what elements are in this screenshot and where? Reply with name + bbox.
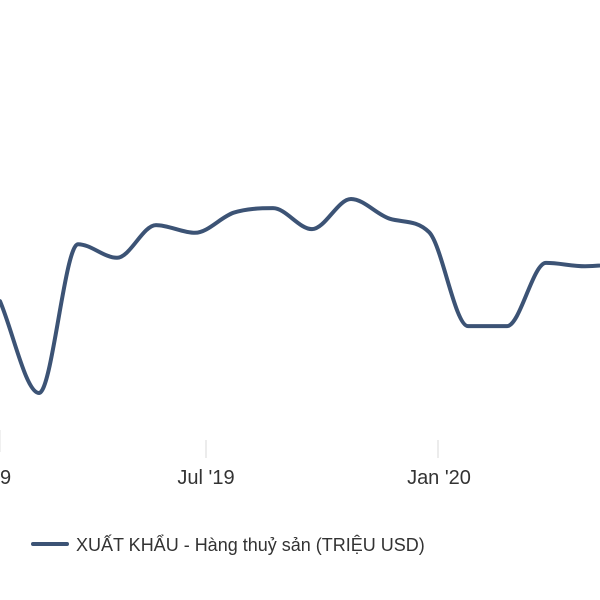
legend[interactable]: XUẤT KHẨU - Hàng thuỷ sản (TRIỆU USD) [31, 534, 425, 555]
x-tick-label-jul-19: Jul '19 [177, 467, 234, 489]
x-tick-label-jan-20: Jan '20 [407, 467, 471, 489]
series-line-hang-thuy-san [0, 197, 600, 395]
legend-label: XUẤT KHẨU - Hàng thuỷ sản (TRIỆU USD) [76, 534, 425, 555]
x-tick-label-0: 9 [0, 467, 11, 489]
